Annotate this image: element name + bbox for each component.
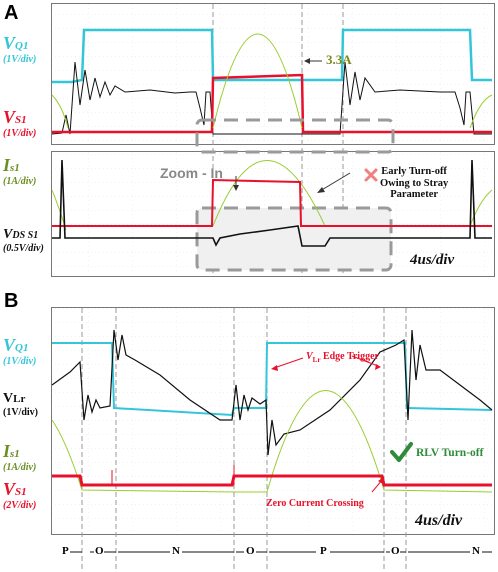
a-vds-trace	[52, 159, 492, 247]
a-timebase: 4us/div	[410, 252, 455, 268]
check-mark-icon	[390, 442, 413, 462]
a-red-zoom-trace	[52, 178, 492, 227]
segment-o-3: O	[391, 545, 400, 557]
a-zoom-box-lower	[195, 206, 393, 272]
b-is1-trace	[51, 390, 493, 493]
x-mark-icon	[364, 168, 378, 182]
a-vs1-trace	[52, 73, 492, 134]
b-timebase: 4us/div	[415, 512, 463, 529]
segment-n-2: N	[472, 545, 480, 557]
b-vs1-label: VS1 (2V/div)	[3, 479, 37, 511]
segment-n-1: N	[172, 545, 180, 557]
zoom-in-label: Zoom - In	[160, 165, 223, 181]
edge-trigger-label: VLr Edge Trigger	[306, 351, 379, 364]
segment-p-1: P	[62, 545, 69, 557]
panel-b-letter: B	[4, 290, 19, 312]
a-vq1-label: VQ1 (1V/div)	[3, 33, 37, 65]
a-is1-label: Is1 (1A/div)	[3, 155, 37, 187]
segment-o-1: O	[95, 545, 104, 557]
b-vlr-label: VLr (1V/div)	[3, 391, 38, 418]
a-is1-trace	[51, 33, 493, 129]
b-is1-label: Is1 (1A/div)	[3, 441, 37, 473]
b-vlr-trace	[51, 329, 493, 456]
a-vs1-label: VS1 (1V/div)	[3, 107, 37, 139]
zero-crossing-label: Zero Current Crossing	[266, 498, 364, 509]
a-zoom-box-upper	[195, 118, 395, 154]
rlv-turnoff-label: RLV Turn-off	[416, 447, 484, 459]
a-vlr-trace	[51, 61, 492, 135]
a-vds-label: VDS S1 (0.5V/div)	[3, 227, 44, 254]
segment-p-2: P	[320, 545, 327, 557]
current-peak-label: 3.3A	[326, 52, 352, 67]
b-vq1-label: VQ1 (1V/div)	[3, 335, 37, 367]
early-turnoff-label: Early Turn-off Owing to Stray Parameter	[380, 166, 449, 201]
panel-a-letter: A	[4, 2, 19, 24]
segment-o-2: O	[246, 545, 255, 557]
